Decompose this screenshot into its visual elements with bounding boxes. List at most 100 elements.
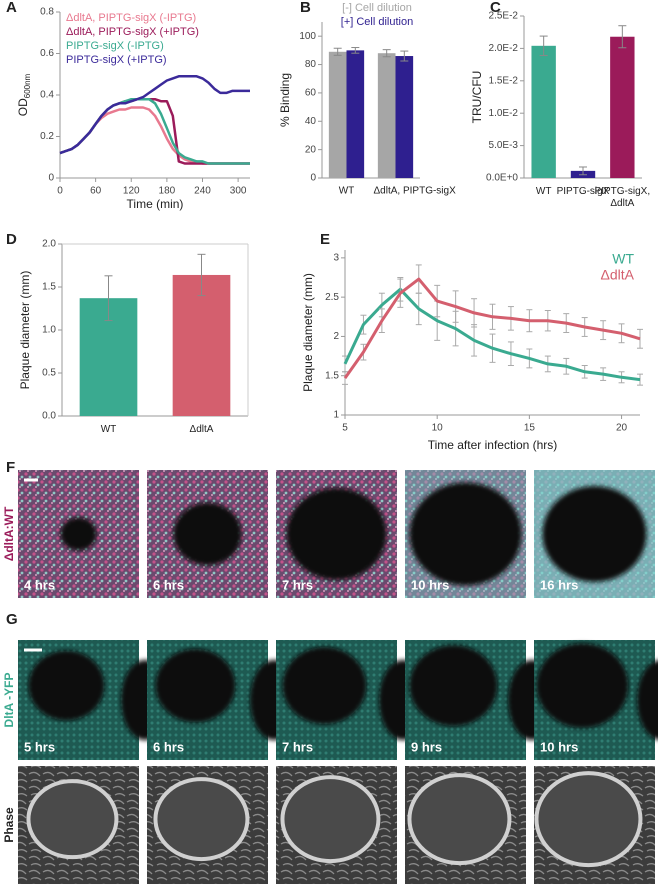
y-tick-label: 0: [48, 173, 54, 184]
series-line: [59, 75, 250, 155]
bar: [610, 36, 635, 179]
plaque: [173, 502, 242, 566]
plaque: [409, 482, 522, 586]
plaque: [28, 650, 105, 721]
row-label: DltA -YFP: [2, 673, 16, 728]
y-axis-label: Plaque diameter (mm): [301, 273, 315, 392]
bar: [377, 53, 396, 179]
series-line: [343, 287, 641, 382]
panel-label: B: [300, 0, 311, 16]
series-line: [59, 106, 250, 165]
legend-entry: WT: [612, 251, 634, 267]
y-tick-label: 0.0: [42, 411, 56, 422]
time-label: 16 hrs: [540, 577, 578, 592]
y-tick-label: 0.0E+0: [486, 173, 518, 184]
series-line: [59, 97, 250, 165]
x-tick-label: 300: [230, 186, 247, 197]
bar: [346, 50, 365, 179]
series-line: [59, 97, 250, 165]
plaque: [60, 517, 97, 551]
x-tick-label-line: WT: [536, 186, 552, 197]
plaque: [155, 648, 236, 723]
y-tick-label: 2: [333, 331, 339, 342]
y-axis-label-text: % Binding: [278, 73, 292, 127]
y-tick-label: 1.0E-2: [489, 108, 519, 119]
time-label: 10 hrs: [540, 739, 578, 754]
y-tick-label: 20: [305, 144, 317, 155]
y-tick-label: 2.5: [325, 292, 339, 303]
y-tick-label: 0.2: [40, 131, 54, 142]
series-line: [343, 277, 641, 379]
bar: [328, 51, 347, 179]
x-tick-label-line: ΔdltA: [610, 198, 634, 209]
x-tick-label: 240: [194, 186, 211, 197]
panel-label: G: [6, 611, 18, 628]
y-tick-label: 100: [299, 31, 316, 42]
plaque-ring: [280, 775, 381, 864]
panel-label: F: [6, 459, 15, 476]
x-tick-label: PIPTG-sigX, ΔdltA: [595, 186, 651, 209]
plaque-neighbour: [637, 660, 658, 740]
y-tick-label: 60: [305, 88, 317, 99]
y-axis-label-text: TRU/CFU: [470, 71, 484, 124]
y-tick-label: 0.8: [40, 7, 54, 18]
time-label: 5 hrs: [24, 739, 55, 754]
x-tick-label-line: WT: [101, 424, 117, 435]
legend-entry: PIPTG-sigX (+IPTG): [66, 54, 167, 66]
x-tick-label: 20: [616, 423, 628, 434]
x-tick-label: WT: [536, 186, 552, 197]
legend-entry: [-] Cell dilution: [342, 2, 412, 14]
y-tick-label: 0: [310, 173, 316, 184]
legend-entry: ΔdltA, PIPTG-sigX (-IPTG): [66, 12, 196, 24]
time-label: 7 hrs: [282, 577, 313, 592]
time-label: 7 hrs: [282, 739, 313, 754]
x-tick-label: ΔdltA, PIPTG-sigX: [374, 186, 457, 197]
y-tick-label: 1.5: [325, 370, 339, 381]
bar: [531, 45, 556, 178]
plaque-ring: [26, 779, 119, 860]
y-axis-label-text: OD: [16, 98, 30, 116]
y-tick-label: 2.5E-2: [489, 11, 519, 22]
x-tick-label-line: PIPTG-sigX: [557, 186, 610, 197]
panel-label: C: [490, 0, 501, 16]
plaque: [536, 643, 629, 728]
time-label: 10 hrs: [411, 577, 449, 592]
x-tick-label: 5: [342, 423, 348, 434]
plaque: [282, 646, 367, 725]
time-label: 9 hrs: [411, 739, 442, 754]
y-tick-label: 0.4: [40, 90, 54, 101]
y-axis-label-sub: 600nm: [23, 73, 32, 98]
legend-entry: PIPTG-sigX (-IPTG): [66, 40, 164, 52]
time-label: 6 hrs: [153, 577, 184, 592]
x-axis-label: Time (min): [127, 197, 184, 211]
panel-label: E: [320, 231, 330, 248]
x-axis-label: Time after infection (hrs): [428, 438, 558, 452]
y-axis-label: % Binding: [278, 73, 292, 127]
y-tick-label: 5.0E-3: [489, 140, 519, 151]
y-tick-label: 40: [305, 116, 317, 127]
x-tick-label: 0: [57, 186, 63, 197]
y-tick-label: 1.5: [42, 282, 56, 293]
x-tick-label: 10: [432, 423, 444, 434]
x-tick-label: WT: [101, 424, 117, 435]
row-label: Phase: [2, 807, 16, 843]
plaque: [286, 488, 387, 580]
y-axis-label: OD600nm: [16, 73, 32, 116]
plaque-ring: [153, 777, 250, 862]
plaque-ring: [407, 773, 512, 866]
row-label: ΔdltA:WT: [2, 506, 16, 561]
legend-entry: ΔdltA: [601, 267, 635, 283]
time-label: 6 hrs: [153, 739, 184, 754]
x-tick-label: 15: [524, 423, 536, 434]
x-tick-label: ΔdltA: [190, 424, 214, 435]
x-tick-label-line: ΔdltA: [190, 424, 214, 435]
plaque: [409, 645, 498, 727]
plaque-ring: [534, 771, 643, 868]
panel-label: A: [6, 0, 17, 16]
x-tick-label: 120: [123, 186, 140, 197]
x-tick-label: 180: [159, 186, 176, 197]
legend-entry: [+] Cell dilution: [341, 16, 413, 28]
plaque: [542, 486, 647, 582]
y-tick-label: 80: [305, 59, 317, 70]
